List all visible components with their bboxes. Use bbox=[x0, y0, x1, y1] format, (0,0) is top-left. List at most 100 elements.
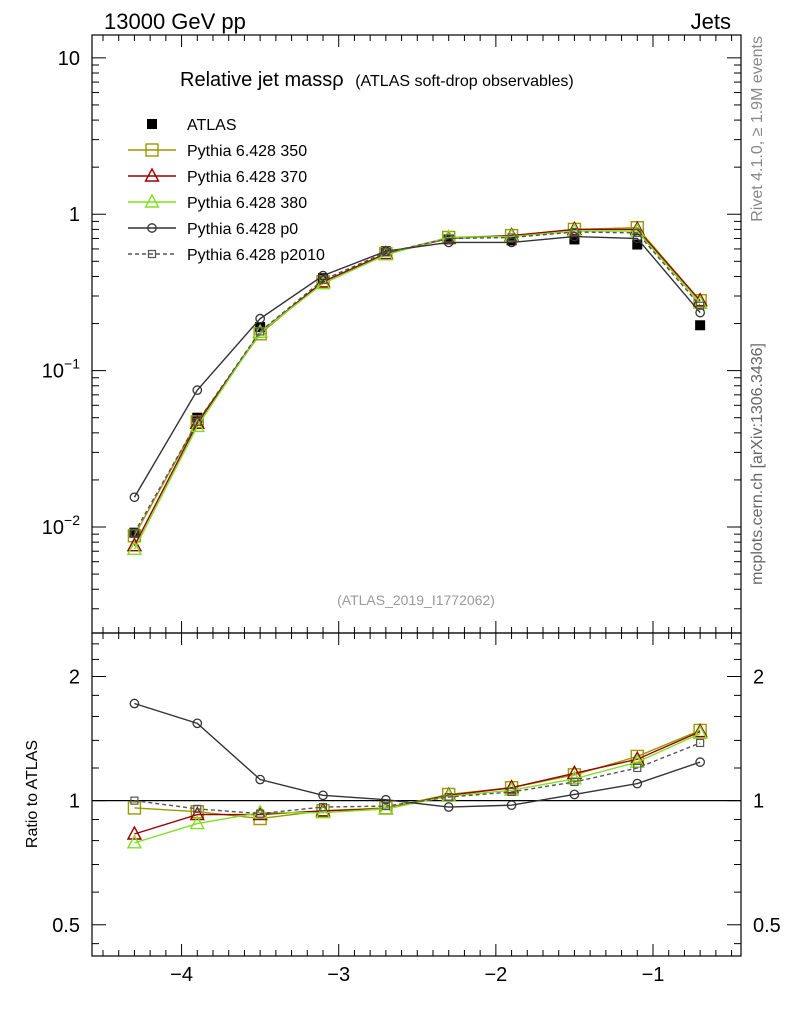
series-5-ratio-point bbox=[130, 796, 139, 805]
series-5-point bbox=[633, 228, 642, 237]
series-2-ratio bbox=[126, 723, 708, 840]
ratio-y-tick-label-right: 0.5 bbox=[753, 915, 781, 937]
y-tick-label: 10−1 bbox=[42, 356, 80, 383]
y-tick-label: 1 bbox=[69, 204, 80, 226]
ratio-plot-series bbox=[126, 698, 708, 849]
header-left: 13000 GeV pp bbox=[104, 9, 246, 34]
series-4-point bbox=[255, 313, 265, 324]
series-4-ratio-point bbox=[632, 778, 643, 789]
series-4-ratio-point bbox=[129, 698, 140, 709]
legend-label: Pythia 6.428 350 bbox=[187, 143, 307, 160]
series-5-line bbox=[133, 231, 701, 534]
legend-marker bbox=[147, 119, 157, 129]
series-4-ratio-point bbox=[192, 718, 203, 729]
series-2-ratio-line bbox=[134, 731, 701, 835]
series-1-ratio-point bbox=[127, 801, 142, 815]
legend-label: Pythia 6.428 380 bbox=[187, 195, 307, 212]
ratio-y-tick-label-right: 1 bbox=[753, 791, 764, 813]
series-2-ratio-point bbox=[126, 825, 143, 840]
legend-marker bbox=[144, 167, 160, 182]
series-5-ratio-point bbox=[193, 804, 202, 813]
series-0-main bbox=[129, 234, 706, 538]
series-0-point bbox=[695, 320, 706, 331]
series-4-line bbox=[133, 235, 701, 498]
series-2-main bbox=[126, 220, 708, 552]
y-tick-base: 10 bbox=[42, 517, 64, 539]
series-5-point bbox=[507, 233, 516, 242]
x-tick-label: −1 bbox=[642, 964, 665, 986]
series-3-main bbox=[126, 222, 708, 556]
series-5-point bbox=[696, 301, 705, 310]
legend-marker bbox=[145, 143, 159, 157]
series-4-point bbox=[506, 237, 517, 248]
chart-title-sub: (ATLAS soft-drop observables) bbox=[355, 73, 573, 90]
series-4-ratio-point bbox=[506, 800, 517, 811]
series-1-line bbox=[133, 227, 701, 537]
series-5-point bbox=[381, 248, 390, 257]
series-0-point bbox=[318, 273, 328, 284]
y-tick-label: 10−2 bbox=[42, 512, 80, 539]
series-4-ratio-point bbox=[318, 790, 328, 801]
series-2-ratio-point bbox=[503, 779, 520, 794]
series-4-main bbox=[129, 231, 705, 503]
legend-item-5: Pythia 6.428 p2010 bbox=[128, 247, 325, 264]
series-5-ratio-line bbox=[134, 742, 701, 815]
x-tick-label: −3 bbox=[327, 964, 350, 986]
series-4-point bbox=[129, 492, 140, 503]
y-tick-base: 10 bbox=[42, 361, 64, 383]
series-5-ratio-point bbox=[507, 787, 516, 797]
series-4-ratio-point bbox=[255, 774, 265, 785]
ratio-y-tick-label: 1 bbox=[69, 791, 80, 813]
series-3-ratio-line bbox=[134, 732, 701, 844]
x-tick-label: −4 bbox=[170, 964, 193, 986]
chart-title-main: Relative jet massρ bbox=[180, 69, 344, 91]
series-5-ratio-point bbox=[318, 802, 328, 812]
series-5-point bbox=[193, 417, 202, 426]
series-3-ratio-point bbox=[126, 834, 143, 849]
ratio-y-tick-label: 0.5 bbox=[52, 915, 80, 937]
legend-marker bbox=[147, 249, 157, 259]
legend-item-2: Pythia 6.428 370 bbox=[128, 167, 307, 186]
legend-label: ATLAS bbox=[187, 117, 237, 134]
legend-item-3: Pythia 6.428 380 bbox=[128, 193, 307, 212]
y-tick-base: 1 bbox=[69, 204, 80, 226]
series-2-ratio-point bbox=[189, 806, 205, 821]
series-5-main bbox=[130, 227, 705, 537]
ratio-ylabel: Ratio to ATLAS bbox=[24, 740, 41, 848]
series-3-ratio-point bbox=[189, 815, 205, 830]
legend-item-1: Pythia 6.428 350 bbox=[128, 143, 307, 160]
series-0-point bbox=[632, 239, 643, 250]
y-tick-exponent: −1 bbox=[64, 356, 80, 372]
legend-marker bbox=[147, 223, 157, 233]
series-5-ratio-point bbox=[696, 738, 705, 748]
ratio-y-tick-label: 2 bbox=[69, 667, 80, 689]
series-5-ratio-point bbox=[633, 763, 642, 773]
ratio-y-tick-label-right: 2 bbox=[753, 667, 764, 689]
series-5-point bbox=[256, 327, 265, 336]
series-4-ratio-line bbox=[134, 702, 701, 808]
rivet-info: Rivet 4.1.0, ≥ 1.9M events bbox=[749, 36, 766, 222]
series-5-ratio-point bbox=[444, 792, 453, 802]
y-tick-base: 10 bbox=[58, 48, 80, 70]
series-1-main bbox=[127, 221, 707, 543]
series-4-ratio bbox=[129, 698, 705, 812]
series-2-point bbox=[126, 537, 143, 552]
series-4-ratio-point bbox=[695, 757, 705, 767]
series-3-ratio-point bbox=[566, 770, 583, 785]
chart-title: Relative jet massρ (ATLAS soft-drop obse… bbox=[180, 69, 574, 91]
series-5-point bbox=[444, 234, 453, 243]
series-4-point bbox=[192, 385, 203, 396]
main-plot-series bbox=[126, 220, 708, 556]
series-3-point bbox=[126, 540, 143, 556]
ratio-plot-frame bbox=[91, 632, 742, 957]
legend-label: Pythia 6.428 370 bbox=[187, 169, 307, 186]
series-5-ratio-point bbox=[381, 801, 390, 811]
series-2-line bbox=[133, 228, 701, 546]
y-tick-label: 10 bbox=[58, 48, 80, 70]
legend-label: Pythia 6.428 p0 bbox=[187, 221, 298, 238]
series-3-ratio-point bbox=[692, 725, 708, 740]
series-0-point bbox=[569, 234, 580, 245]
header-right: Jets bbox=[691, 9, 731, 34]
series-4-ratio-point bbox=[443, 802, 454, 812]
